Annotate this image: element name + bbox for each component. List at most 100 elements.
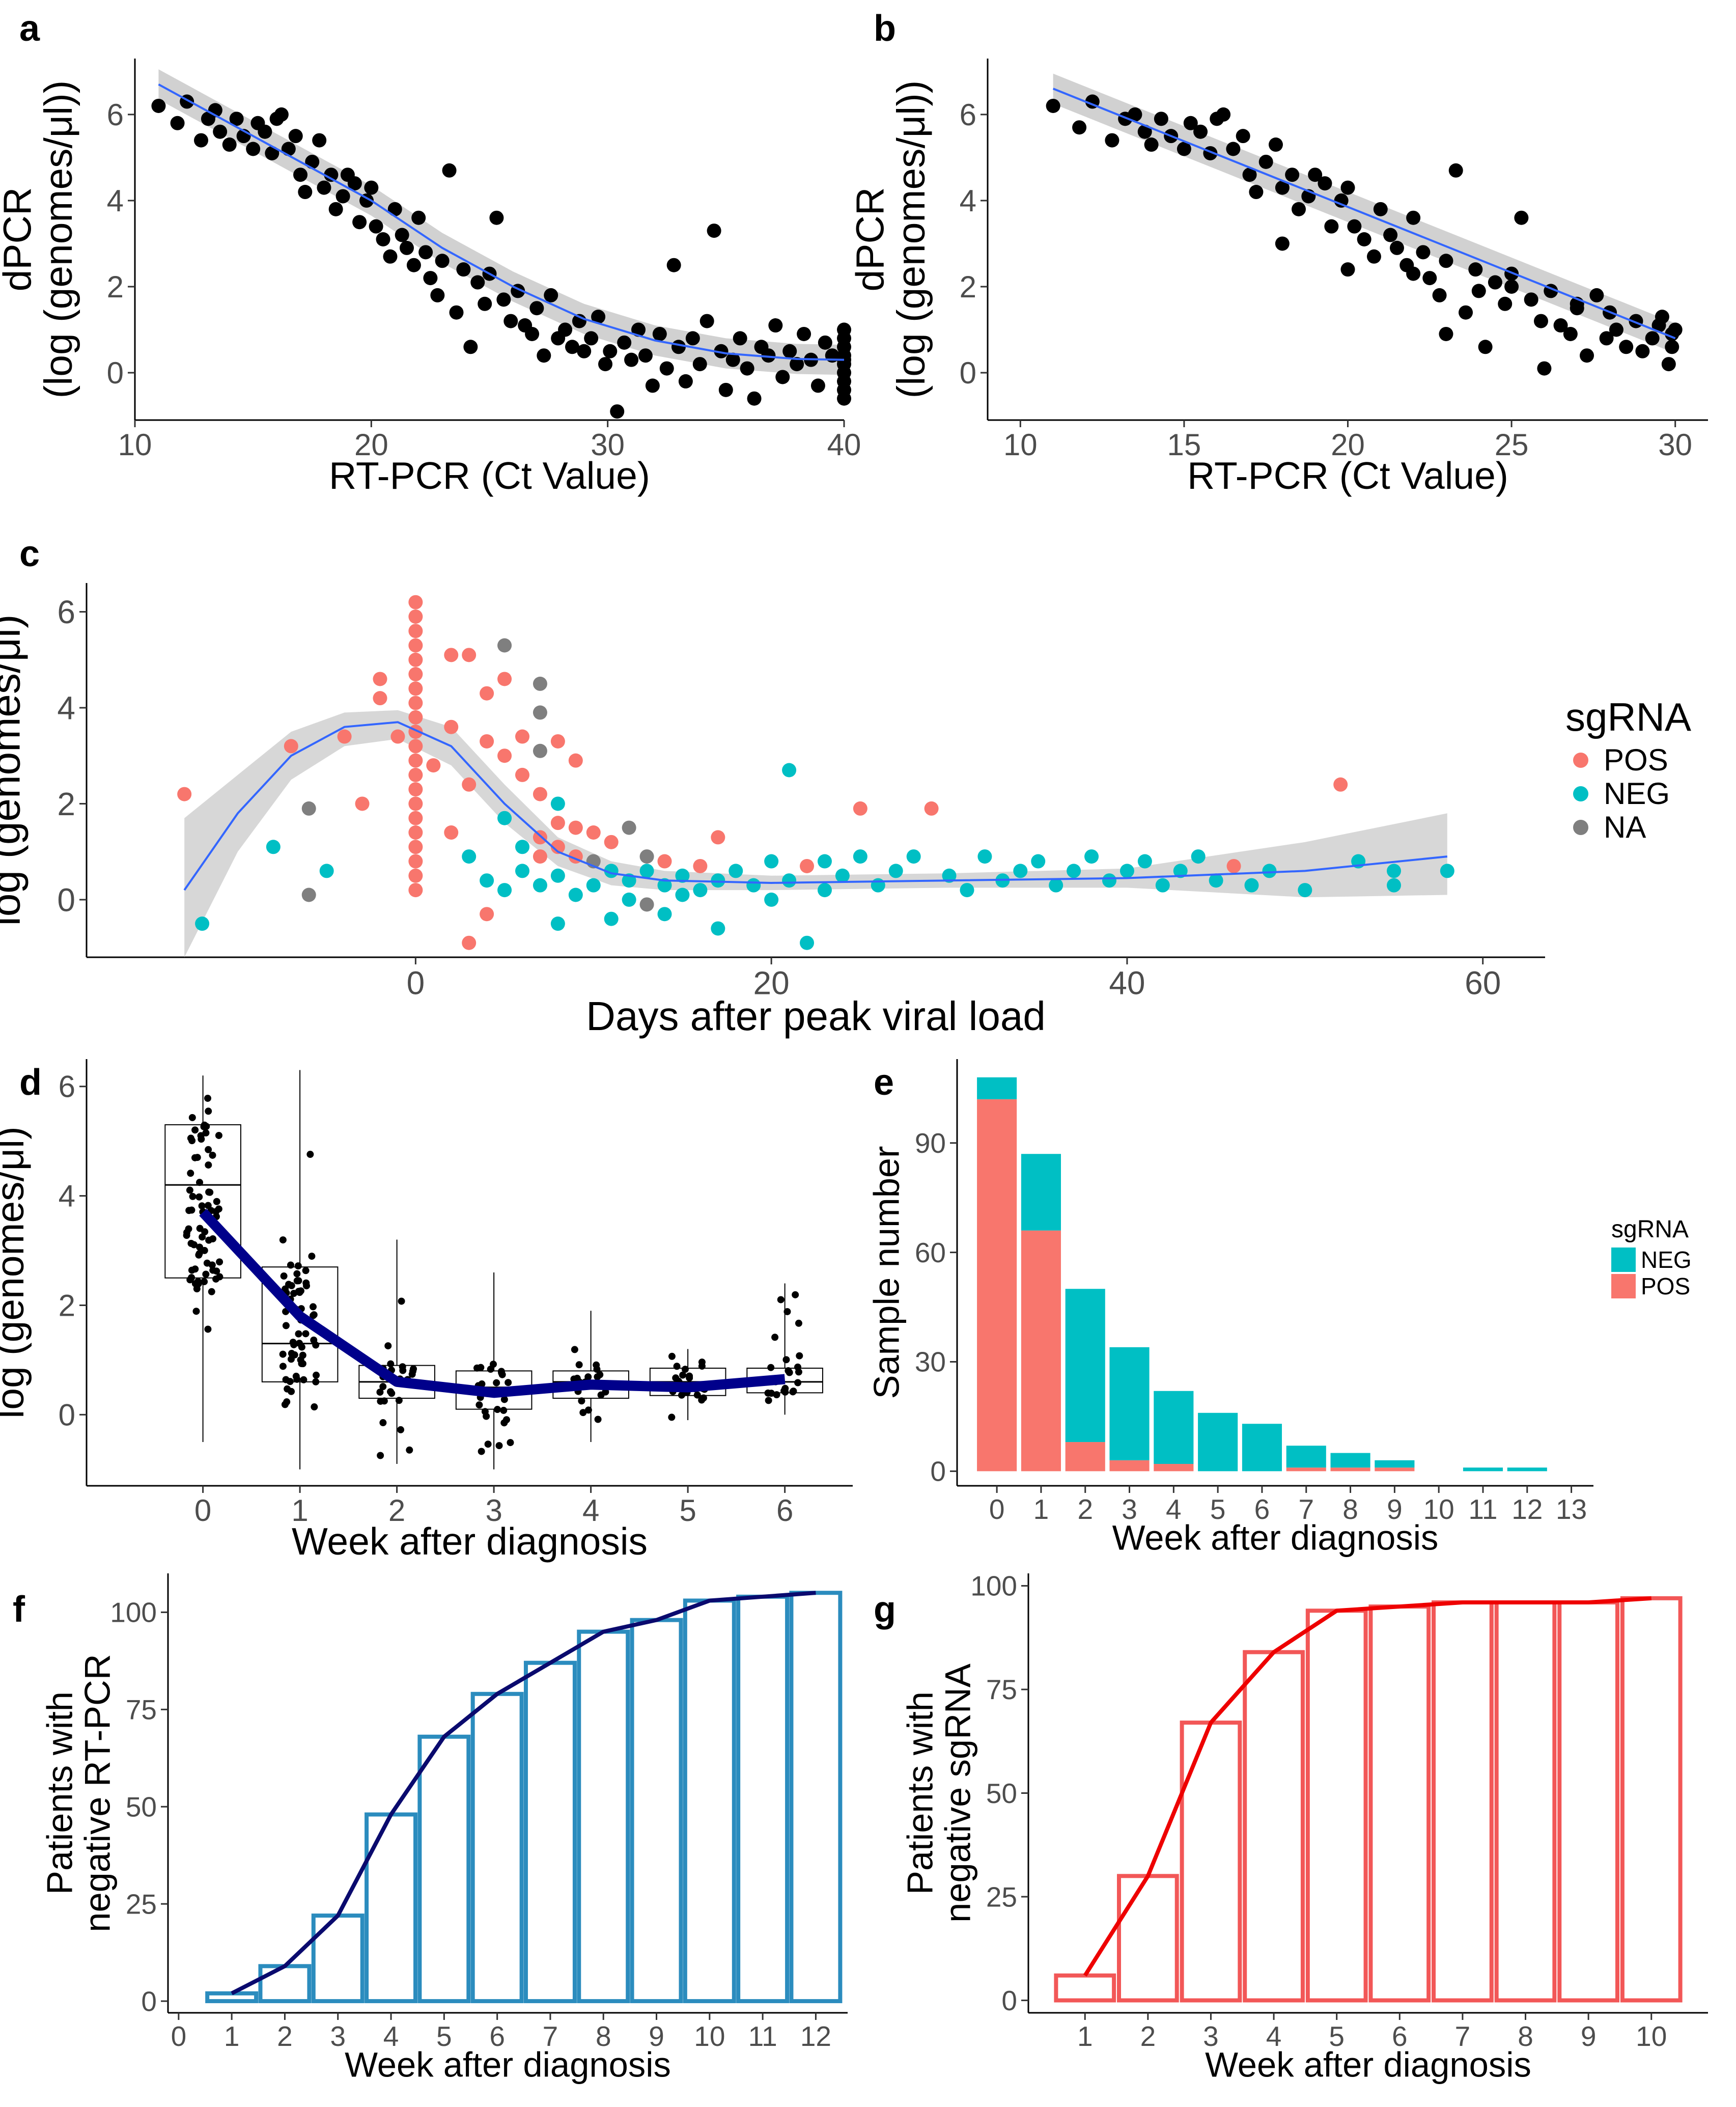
- data-point: [229, 112, 244, 126]
- data-point: [186, 1186, 193, 1194]
- data-point: [960, 883, 974, 898]
- y-axis-title: Patients with: [40, 1692, 80, 1895]
- data-point: [550, 840, 565, 854]
- data-point: [388, 1390, 396, 1397]
- data-point: [279, 1350, 287, 1358]
- data-point: [1488, 275, 1502, 290]
- x-tick-label: 4: [383, 2020, 399, 2052]
- bar-segment-neg: [977, 1077, 1017, 1099]
- data-point: [781, 1388, 789, 1396]
- bar: [736, 1594, 790, 2004]
- data-point: [462, 935, 477, 950]
- bar-segment-neg: [1463, 1467, 1503, 1472]
- data-point: [196, 1179, 204, 1186]
- data-point: [631, 322, 646, 337]
- bar-segment-pos: [1154, 1464, 1194, 1472]
- data-point: [456, 262, 471, 277]
- bar-segment-pos: [1330, 1467, 1370, 1472]
- data-point: [525, 326, 540, 341]
- data-point: [310, 1311, 318, 1319]
- data-point: [201, 1278, 208, 1286]
- y-axis-title: Sample number: [866, 1146, 907, 1399]
- data-point: [188, 1206, 195, 1214]
- data-point: [675, 868, 690, 883]
- data-point: [195, 1251, 203, 1259]
- data-point: [222, 137, 237, 152]
- data-point: [1665, 340, 1679, 354]
- x-tick-label: 30: [591, 428, 625, 462]
- data-point: [293, 168, 308, 182]
- data-point: [597, 1391, 605, 1399]
- y-tick-label: 2: [960, 270, 976, 304]
- panel-letter-b: b: [874, 8, 896, 49]
- legend-swatch: [1611, 1247, 1636, 1272]
- data-point: [853, 849, 867, 864]
- data-point: [550, 816, 565, 830]
- data-point: [782, 763, 797, 778]
- data-point: [1191, 849, 1206, 864]
- y-tick-label: 50: [126, 1791, 157, 1822]
- data-point: [686, 1372, 693, 1380]
- y-tick-label: 0: [57, 881, 75, 918]
- x-tick-label: 9: [649, 2020, 664, 2052]
- data-point: [1589, 288, 1604, 302]
- x-tick-label: 40: [1109, 964, 1145, 1001]
- data-point: [1102, 873, 1116, 888]
- x-tick-label: 1: [1033, 1493, 1049, 1525]
- data-point: [408, 767, 423, 782]
- data-point: [747, 391, 762, 406]
- data-point: [1292, 202, 1306, 216]
- data-point: [1155, 878, 1170, 893]
- data-point: [666, 258, 681, 272]
- data-point: [197, 1132, 205, 1140]
- data-point: [196, 1243, 204, 1251]
- data-point: [550, 796, 565, 811]
- data-point: [189, 1193, 197, 1200]
- data-point: [295, 1330, 302, 1338]
- data-point: [489, 210, 504, 225]
- data-point: [379, 1383, 387, 1391]
- data-point: [835, 868, 850, 883]
- data-point: [533, 676, 547, 691]
- bar-segment-pos: [1065, 1442, 1105, 1472]
- data-point: [591, 310, 606, 324]
- data-point: [503, 314, 518, 328]
- data-point: [328, 202, 343, 216]
- bar-segment-neg: [1065, 1289, 1105, 1443]
- bar: [365, 1812, 418, 2004]
- legend-swatch: [1573, 820, 1588, 835]
- data-point: [279, 1236, 287, 1244]
- y-tick-label: 50: [986, 1778, 1017, 1809]
- data-point: [529, 301, 544, 316]
- y-axis-title: negative RT-PCR: [77, 1654, 118, 1932]
- trend-line: [1083, 1596, 1652, 1977]
- data-point: [288, 1388, 295, 1395]
- data-point: [475, 1401, 483, 1409]
- data-point: [977, 849, 992, 864]
- trend-line: [158, 83, 845, 361]
- x-tick-label: 0: [194, 1493, 211, 1528]
- data-point: [188, 1114, 196, 1121]
- data-point: [201, 1228, 209, 1236]
- data-point: [1406, 266, 1421, 281]
- data-point: [408, 854, 423, 869]
- data-point: [537, 348, 551, 363]
- data-point: [1416, 245, 1431, 260]
- data-point: [205, 1107, 212, 1115]
- bar: [470, 1692, 524, 2004]
- data-point: [377, 1452, 384, 1459]
- data-point: [668, 1352, 676, 1360]
- data-point: [478, 1448, 485, 1455]
- data-point: [411, 210, 426, 225]
- bar-segment-neg: [1109, 1347, 1150, 1460]
- data-point: [301, 801, 316, 816]
- data-point: [213, 1267, 220, 1275]
- data-point: [679, 1371, 687, 1379]
- data-point: [671, 340, 686, 354]
- y-tick-label: 2: [57, 786, 75, 822]
- y-tick-label: 4: [960, 184, 976, 218]
- data-point: [568, 820, 583, 835]
- x-tick-label: 40: [827, 428, 861, 462]
- data-point: [319, 864, 334, 878]
- bar: [1432, 1600, 1494, 2003]
